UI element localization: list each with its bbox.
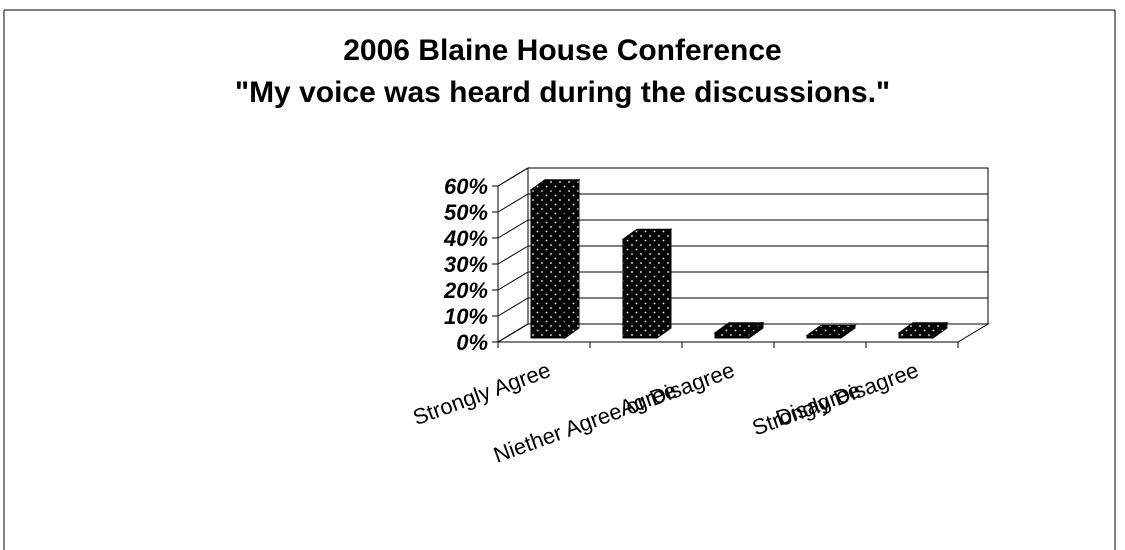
- gridline-side: [497, 219, 529, 239]
- bar-side: [656, 228, 672, 339]
- bar: [714, 332, 750, 339]
- bar-side: [932, 321, 948, 339]
- y-tick-label: 60%: [444, 174, 488, 199]
- y-tick-label: 0%: [456, 330, 488, 355]
- gridline-side: [497, 193, 529, 213]
- gridline-side: [497, 297, 529, 317]
- y-tick-label: 40%: [443, 226, 488, 251]
- bar-side: [748, 321, 764, 339]
- bar: [898, 332, 934, 339]
- bar: [622, 238, 658, 339]
- y-tick-label: 20%: [443, 278, 488, 303]
- y-tick-label: 10%: [444, 304, 488, 329]
- chart-title: 2006 Blaine House Conference: [343, 34, 782, 67]
- gridline-side: [497, 323, 529, 343]
- y-tick-label: 50%: [444, 200, 488, 225]
- y-tick-label: 30%: [444, 252, 488, 277]
- chart-subtitle: "My voice was heard during the discussio…: [234, 76, 891, 109]
- bar-side: [564, 178, 580, 339]
- gridline-side: [497, 167, 529, 187]
- gridline-side: [497, 271, 529, 291]
- bar-side: [840, 324, 856, 339]
- bar: [530, 189, 566, 339]
- x-tick-label: Strongly Disagree: [749, 357, 922, 440]
- x-tick-label: Strongly Agree: [410, 357, 554, 430]
- gridline-side: [497, 245, 529, 265]
- chart-title-block: 2006 Blaine House Conference "My voice w…: [0, 30, 1125, 114]
